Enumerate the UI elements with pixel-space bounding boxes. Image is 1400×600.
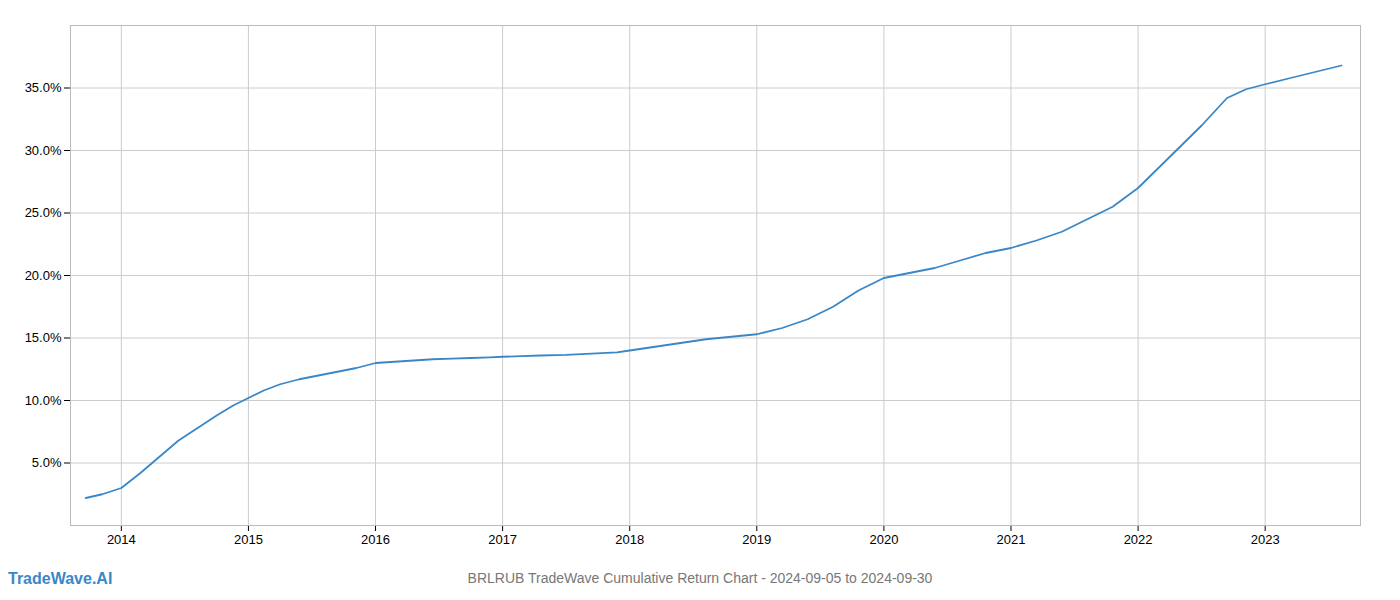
html-text:BRLRUB TradeWave Cumulative Re: BRLRUB TradeWave Cumulative Return Chart…: [467, 570, 933, 586]
svg-text:2014: 2014: [107, 532, 136, 547]
svg-text:15.0%: 15.0%: [25, 330, 62, 345]
svg-text:5.0%: 5.0%: [32, 455, 62, 470]
svg-text:2021: 2021: [997, 532, 1026, 547]
svg-text:2016: 2016: [361, 532, 390, 547]
svg-text:2018: 2018: [615, 532, 644, 547]
svg-text:10.0%: 10.0%: [25, 393, 62, 408]
svg-text:20.0%: 20.0%: [25, 268, 62, 283]
svg-text:2015: 2015: [234, 532, 263, 547]
svg-text:2020: 2020: [869, 532, 898, 547]
svg-text:2023: 2023: [1251, 532, 1280, 547]
svg-text:35.0%: 35.0%: [25, 80, 62, 95]
svg-text:2017: 2017: [488, 532, 517, 547]
svg-text:2019: 2019: [742, 532, 771, 547]
svg-text:2022: 2022: [1124, 532, 1153, 547]
html-text:TradeWave.AI: TradeWave.AI: [8, 570, 113, 587]
svg-text:30.0%: 30.0%: [25, 143, 62, 158]
svg-text:25.0%: 25.0%: [25, 205, 62, 220]
